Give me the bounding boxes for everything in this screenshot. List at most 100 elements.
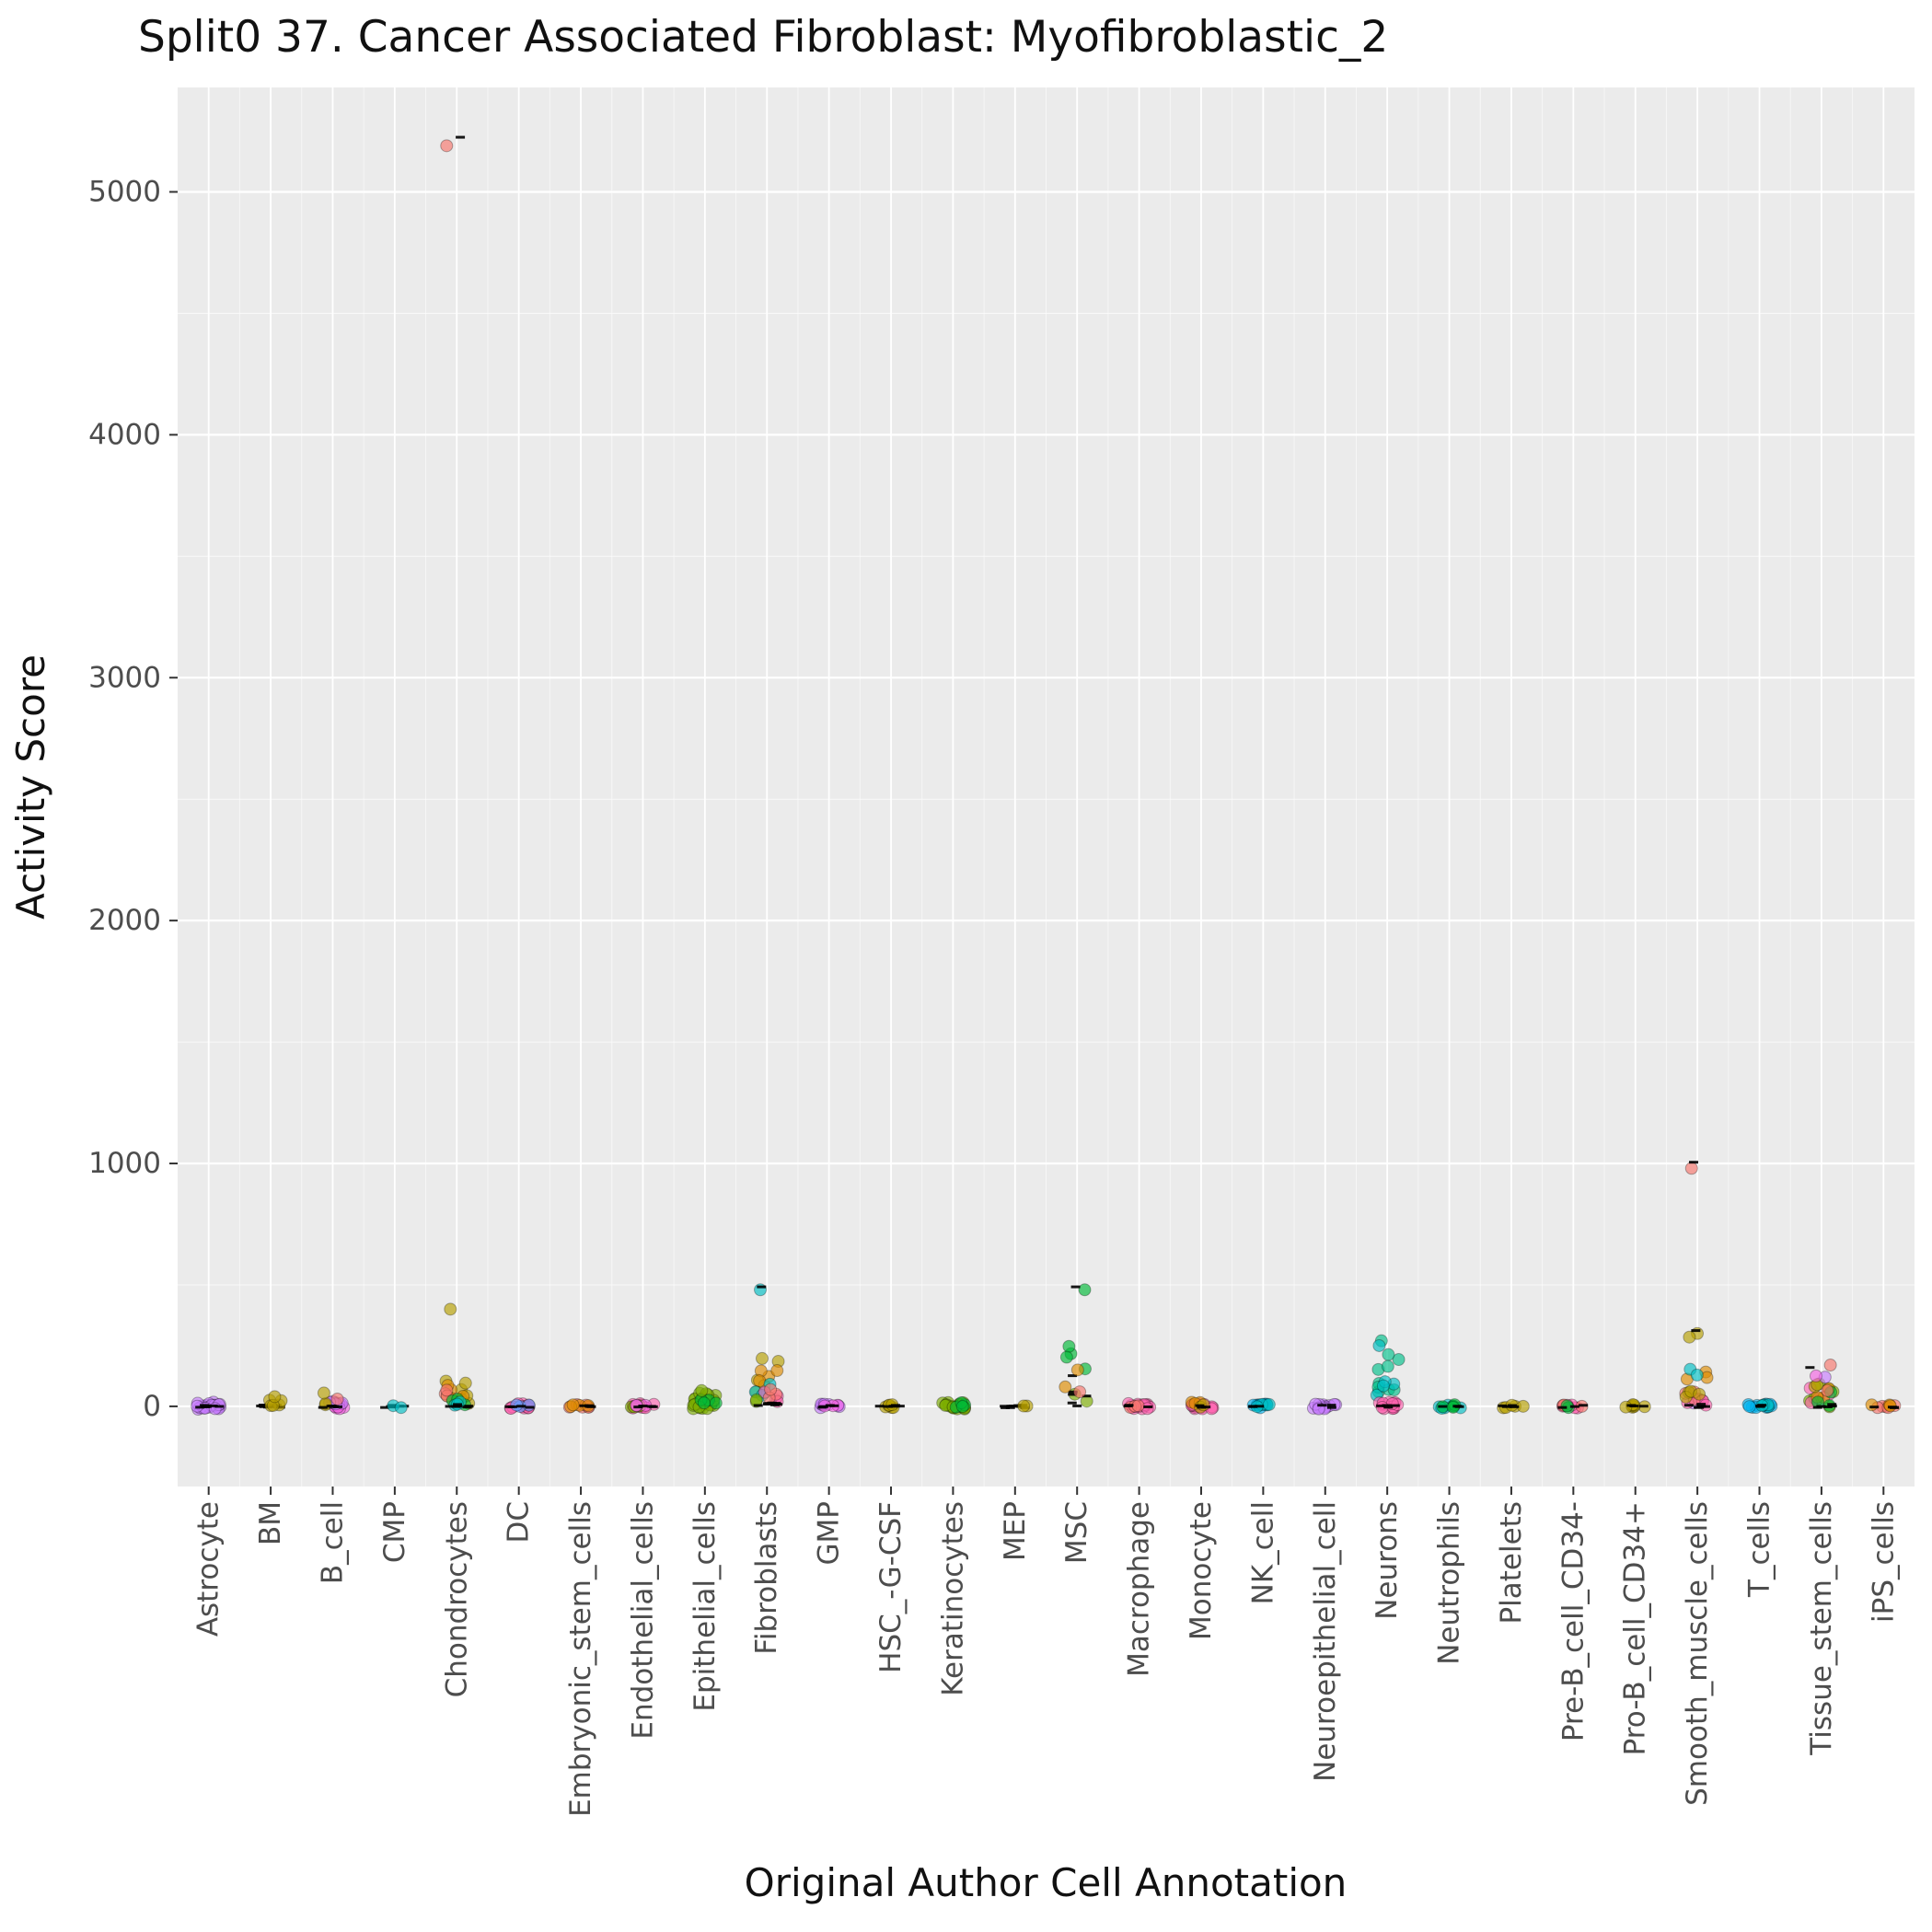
data-point [709,1396,723,1410]
data-tick [214,1405,225,1408]
data-point [1382,1348,1395,1361]
data-point [1376,1379,1390,1393]
data-tick [1008,1405,1018,1408]
data-tick [1498,1404,1508,1407]
data-tick [646,1405,656,1408]
data-tick [1382,1404,1392,1407]
x-tick-label: iPS_cells [1867,1501,1900,1623]
data-point [208,1402,222,1416]
data-tick [584,1405,595,1408]
data-tick [1376,1404,1386,1407]
data-tick [874,1405,885,1408]
data-tick [1072,1404,1082,1407]
data-tick [208,1404,218,1407]
data-point [1078,1283,1092,1297]
data-tick [1579,1404,1589,1407]
axes-layer: 0 1000 2000 3000 4000 5000 Astrocyte BM B_cell CM… [88,175,1900,1816]
data-tick [1326,1406,1336,1409]
data-tick [1390,1404,1400,1407]
x-axis-title: Original Author Cell Annotation [745,1860,1348,1905]
data-point [1683,1330,1696,1344]
data-tick [200,1405,210,1408]
data-point [1809,1369,1822,1382]
data-tick [1454,1405,1464,1408]
data-tick [456,135,466,139]
data-point [1131,1399,1145,1413]
data-point [440,1383,454,1397]
data-point [440,139,454,153]
data-point [1381,1359,1394,1373]
data-point [1693,1387,1706,1401]
data-tick [329,1405,339,1408]
x-tick-label: Platelets [1495,1501,1528,1625]
data-tick [1082,1394,1092,1398]
x-tick-label: GMP [813,1501,846,1565]
x-tick-label: Pre-B_cell_CD34- [1556,1501,1590,1741]
data-tick [1695,1406,1705,1409]
data-tick [1317,1404,1327,1407]
data-points-layer [191,135,1902,1416]
data-tick [1255,1405,1265,1408]
y-tick-label: 5000 [88,175,161,208]
data-tick [1696,1403,1706,1406]
data-tick [1383,1406,1394,1409]
x-tick-label: Monocyte [1185,1501,1218,1640]
x-tick-label: Neurons [1371,1501,1404,1620]
data-tick [1068,1390,1078,1394]
data-point [1070,1363,1084,1377]
data-tick [258,1404,268,1407]
data-tick [767,1401,777,1405]
x-tick-label: HSC_-G-CSF [874,1501,908,1673]
x-tick-label: B_cell [316,1501,349,1584]
data-tick [1438,1405,1448,1408]
data-tick [451,1405,461,1408]
data-point [1062,1339,1076,1353]
x-tick-label: DC [503,1501,536,1544]
data-tick [1068,1393,1078,1396]
data-tick [1067,1401,1077,1405]
data-tick [1638,1405,1649,1408]
x-tick-label: Epithelial_cells [688,1501,722,1712]
data-tick [753,1404,763,1407]
data-point [770,1364,784,1378]
x-tick-label: Neutrophils [1433,1501,1466,1665]
data-tick [579,1404,589,1407]
data-tick [507,1405,517,1408]
data-tick [1812,1406,1822,1409]
data-point [1823,1359,1837,1372]
x-tick-label: Astrocyte [192,1501,226,1637]
data-tick [1805,1366,1815,1370]
x-tick-label: Macrophage [1123,1501,1156,1677]
data-point [1742,1400,1756,1414]
y-tick-label: 2000 [88,904,161,937]
data-tick [1070,1285,1081,1289]
data-point [317,1386,330,1400]
data-tick [453,1403,463,1406]
data-point [1059,1380,1072,1394]
data-tick [1827,1405,1837,1408]
data-tick [1248,1405,1258,1408]
data-tick [633,1406,643,1409]
data-tick [1143,1405,1153,1408]
data-tick [1068,1374,1078,1378]
x-tick-label: Pro-B_cell_CD34+ [1619,1501,1652,1755]
data-tick [1326,1404,1336,1407]
data-tick [891,1405,901,1408]
data-tick [516,1405,526,1408]
data-point [697,1396,711,1410]
y-tick-label: 4000 [88,418,161,451]
data-point [1690,1368,1704,1382]
gridlines [178,87,1915,1487]
y-axis-title: Activity Score [8,654,53,920]
data-tick [1700,1405,1710,1408]
data-point [1372,1338,1386,1352]
data-point [268,1390,282,1404]
data-tick [195,1406,205,1409]
data-tick [1201,1406,1211,1409]
y-tick-label: 0 [143,1390,161,1423]
data-point [749,1393,763,1406]
data-tick [1005,1406,1015,1409]
x-tick-label: MSC [1060,1501,1093,1564]
